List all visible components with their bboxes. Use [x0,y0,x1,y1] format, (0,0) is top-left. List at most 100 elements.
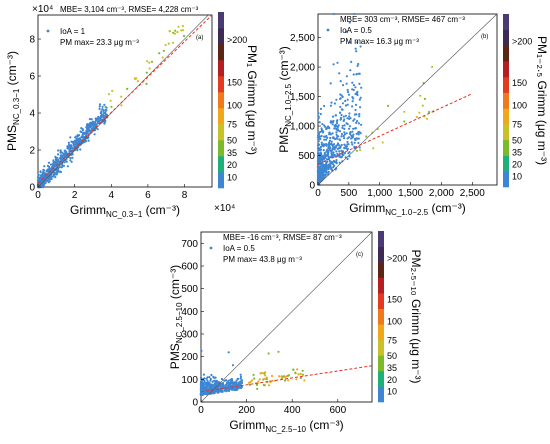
data-point [89,126,92,129]
data-point [50,177,53,181]
data-point [320,161,323,164]
colorbar-segment [378,277,384,294]
x-tick-label: 0 [198,405,204,416]
data-point [206,376,209,379]
data-point [318,138,322,141]
data-point [317,180,320,183]
data-point [91,121,94,125]
data-point [202,373,205,376]
data-point [202,389,205,392]
data-point [325,127,328,130]
data-point [65,152,68,155]
colorbar-segment [218,108,224,125]
colorbar-segment [503,29,509,46]
data-point [145,82,148,85]
data-point [334,145,337,148]
data-point [387,104,390,107]
data-point [57,149,60,152]
data-point [60,158,63,161]
data-point [419,94,422,97]
y-multiplier: ×10⁴ [32,4,53,15]
data-point [317,134,320,137]
data-point [297,373,300,376]
data-point [316,177,320,180]
data-point [76,140,79,143]
data-point [234,381,237,384]
data-point [161,56,164,59]
y-tick-label: 300 [181,330,198,341]
data-point [47,181,51,184]
data-point [318,136,321,139]
data-point [47,161,51,164]
data-point [200,350,203,353]
data-point [332,63,335,66]
data-point [354,108,357,112]
x-tick-label: 500 [341,188,358,199]
data-point [172,31,175,34]
data-point [338,150,341,153]
data-point [330,168,333,171]
data-point [324,125,327,128]
data-point [355,137,358,140]
data-point [74,141,77,144]
scatter-series [316,12,435,186]
data-point [120,104,123,107]
data-point [259,372,262,375]
data-point [278,375,281,378]
data-point [329,161,332,164]
data-point [356,90,359,93]
data-point [329,136,332,140]
data-point [67,143,71,147]
x-tick-label: 2,500 [460,188,485,199]
data-point [338,152,341,155]
data-point [329,165,332,168]
data-point [87,134,90,137]
data-point [99,111,102,115]
data-point [345,82,348,85]
legend-marker [209,246,213,250]
data-point [79,148,82,151]
data-point [317,144,320,147]
data-point [256,387,259,390]
data-point [225,379,228,382]
data-point [336,61,339,64]
data-point [201,392,204,395]
data-point [270,374,274,378]
data-point [63,149,66,152]
x-tick-label: 2,000 [429,188,454,199]
data-point [343,146,346,149]
data-point [200,380,203,383]
data-point [340,113,343,117]
data-point [56,153,60,156]
data-point [98,107,101,111]
legend-ioa: IoA = 1 [60,27,86,36]
y-tick-label: 0 [192,398,198,409]
data-point [110,105,113,108]
data-point [41,185,44,188]
data-point [345,30,348,33]
legend-pm-max: PM max= 16.3 μg m⁻³ [340,37,419,46]
colorbar-label: PM₁ Grimm (μg m⁻³) [245,45,259,155]
data-point [63,154,66,157]
data-point [107,93,110,96]
data-point [39,174,42,177]
data-point [335,120,338,123]
data-point [209,377,212,381]
y-tick-label: 6 [29,72,35,83]
data-point [101,105,104,108]
data-point [331,148,334,151]
data-point [203,385,206,388]
data-point [71,156,74,159]
data-point [250,379,254,382]
data-point [301,373,304,376]
data-point [339,111,342,114]
data-point [322,143,325,146]
data-point [158,52,161,55]
data-point [330,101,333,104]
data-point [327,125,330,128]
data-point [66,165,69,168]
data-point [255,383,259,386]
panel-label: (b) [481,34,488,40]
data-point [317,131,320,134]
data-point [105,106,108,109]
